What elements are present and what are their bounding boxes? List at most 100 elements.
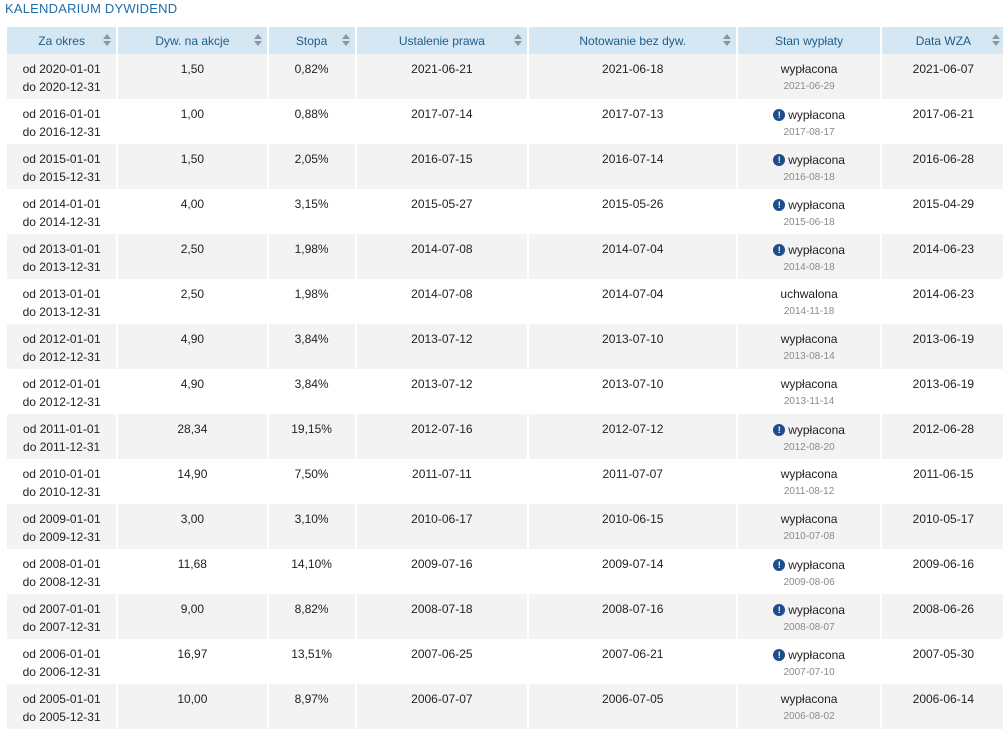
period-cell: od 2012-01-01 do 2012-12-31 [7, 324, 117, 369]
dividend-cell: 4,00 [118, 189, 267, 234]
status-text: wypłacona [788, 423, 845, 437]
period-cell: od 2007-01-01 do 2007-12-31 [7, 594, 117, 639]
status-text: wypłacona [788, 558, 845, 572]
agm-date-cell: 2007-05-30 [881, 639, 1003, 684]
status-text: wypłacona [788, 603, 845, 617]
table-row: od 2007-01-01 do 2007-12-31 9,00 8,82% 2008-… [7, 594, 1003, 639]
status-badge: wypłacona [781, 375, 838, 393]
record-date-cell: 2015-05-27 [356, 189, 528, 234]
period-to: do 2012-12-31 [22, 395, 101, 409]
table-row: od 2009-01-01 do 2009-12-31 3,00 3,10% 2010-… [7, 504, 1003, 549]
payment-date: 2014-11-18 [783, 306, 835, 317]
ex-date-cell: 2010-06-15 [529, 504, 737, 549]
info-alert-icon[interactable]: ! [773, 424, 786, 436]
column-header-agm-date[interactable]: Data WZA [881, 27, 1003, 54]
payment-status-cell: wypłacona 2010-07-08 [738, 504, 880, 549]
record-date-cell: 2009-07-16 [356, 549, 528, 594]
dividend-cell: 1,50 [118, 144, 267, 189]
ex-date-cell: 2017-07-13 [529, 99, 737, 144]
payment-status-cell: ! wypłacona 2009-08-06 [738, 549, 880, 594]
dividend-cell: 9,00 [118, 594, 267, 639]
rate-cell: 3,84% [268, 324, 355, 369]
rate-cell: 3,15% [268, 189, 355, 234]
period-from: od 2013-01-01 [22, 287, 101, 301]
record-date-cell: 2006-07-07 [356, 684, 528, 729]
payment-date: 2013-11-14 [783, 396, 835, 407]
dividend-cell: 2,50 [118, 279, 267, 324]
info-alert-icon[interactable]: ! [773, 559, 786, 571]
table-row: od 2013-01-01 do 2013-12-31 2,50 1,98% 2014-… [7, 234, 1003, 279]
sort-icon[interactable] [103, 34, 112, 46]
period-from: od 2008-01-01 [22, 557, 101, 571]
rate-cell: 8,82% [268, 594, 355, 639]
period-to: do 2013-12-31 [22, 260, 101, 274]
payment-status-cell: ! wypłacona 2007-07-10 [738, 639, 880, 684]
status-badge: ! wypłacona [773, 601, 845, 619]
payment-status-cell: wypłacona 2013-11-14 [738, 369, 880, 414]
page-title: KALENDARIUM DYWIDEND [5, 1, 178, 16]
payment-status-cell: ! wypłacona 2012-08-20 [738, 414, 880, 459]
rate-cell: 0,82% [268, 54, 355, 99]
sort-icon[interactable] [341, 34, 350, 46]
table-row: od 2015-01-01 do 2015-12-31 1,50 2,05% 2016-… [7, 144, 1003, 189]
column-header-payment-status[interactable]: Stan wypłaty [738, 27, 880, 54]
status-badge: wypłacona [781, 510, 838, 528]
payment-status-cell: wypłacona 2006-08-02 [738, 684, 880, 729]
agm-date-cell: 2015-04-29 [881, 189, 1003, 234]
info-alert-icon[interactable]: ! [773, 154, 786, 166]
record-date-cell: 2010-06-17 [356, 504, 528, 549]
period-from: od 2011-01-01 [23, 422, 101, 436]
sort-icon[interactable] [514, 34, 523, 46]
table-row: od 2011-01-01 do 2011-12-31 28,34 19,15% 201… [7, 414, 1003, 459]
status-badge: ! wypłacona [773, 106, 845, 124]
dividend-cell: 10,00 [118, 684, 267, 729]
period-from: od 2015-01-01 [22, 152, 101, 166]
column-header-ex-date[interactable]: Notowanie bez dyw. [529, 27, 737, 54]
period-from: od 2005-01-01 [22, 692, 101, 706]
payment-status-cell: uchwalona 2014-11-18 [738, 279, 880, 324]
status-text: wypłacona [780, 332, 838, 346]
period-to: do 2015-12-31 [22, 170, 101, 184]
period-to: do 2006-12-31 [22, 665, 101, 679]
ex-date-cell: 2014-07-04 [529, 234, 737, 279]
status-badge: wypłacona [781, 465, 838, 483]
status-text: wypłacona [780, 377, 838, 391]
period-to: do 2013-12-31 [22, 305, 101, 319]
ex-date-cell: 2015-05-26 [529, 189, 737, 234]
info-alert-icon[interactable]: ! [773, 649, 786, 661]
period-from: od 2006-01-01 [22, 647, 101, 661]
status-text: wypłacona [788, 198, 845, 212]
status-badge: wypłacona [781, 690, 838, 708]
status-text: wypłacona [780, 512, 838, 526]
rate-cell: 3,84% [268, 369, 355, 414]
payment-status-cell: wypłacona 2021-06-29 [738, 54, 880, 99]
table-row: od 2006-01-01 do 2006-12-31 16,97 13,51% 200… [7, 639, 1003, 684]
info-alert-icon[interactable]: ! [773, 604, 786, 616]
info-alert-icon[interactable]: ! [773, 109, 786, 121]
info-alert-icon[interactable]: ! [773, 199, 786, 211]
period-to: do 2012-12-31 [22, 350, 101, 364]
column-header-rate[interactable]: Stopa [268, 27, 355, 54]
sort-icon[interactable] [723, 34, 732, 46]
period-cell: od 2010-01-01 do 2010-12-31 [7, 459, 117, 504]
agm-date-cell: 2016-06-28 [881, 144, 1003, 189]
period-to: do 2007-12-31 [22, 620, 101, 634]
rate-cell: 19,15% [268, 414, 355, 459]
ex-date-cell: 2011-07-07 [529, 459, 737, 504]
column-header-period[interactable]: Za okres [7, 27, 117, 54]
column-header-dividend[interactable]: Dyw. na akcje [118, 27, 267, 54]
ex-date-cell: 2013-07-10 [529, 324, 737, 369]
period-cell: od 2014-01-01 do 2014-12-31 [7, 189, 117, 234]
agm-date-cell: 2013-06-19 [881, 369, 1003, 414]
status-text: wypłacona [780, 692, 838, 706]
rate-cell: 14,10% [268, 549, 355, 594]
period-to: do 2020-12-31 [22, 80, 101, 94]
rate-cell: 0,88% [268, 99, 355, 144]
payment-date: 2006-08-02 [783, 711, 835, 722]
payment-date: 2007-07-10 [783, 667, 835, 678]
sort-icon[interactable] [992, 34, 1000, 46]
column-header-record-date[interactable]: Ustalenie prawa [356, 27, 528, 54]
sort-icon[interactable] [253, 34, 262, 46]
payment-date: 2017-08-17 [783, 127, 835, 138]
info-alert-icon[interactable]: ! [773, 244, 786, 256]
